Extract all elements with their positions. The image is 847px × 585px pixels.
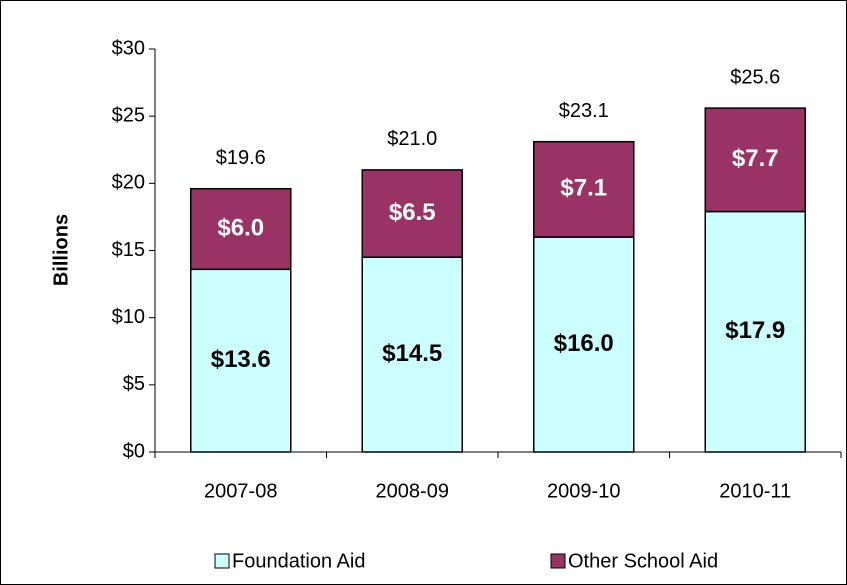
bar-segment (533, 236, 635, 453)
y-axis-title: Billions (50, 214, 72, 286)
total-label: $21.0 (387, 128, 437, 150)
x-tick-label: 2008-09 (376, 480, 449, 502)
data-label: $16.0 (554, 330, 614, 357)
data-label: $6.5 (389, 199, 436, 226)
bar-segment (190, 268, 292, 453)
y-tick-label: $25 (112, 104, 145, 126)
y-tick-label: $30 (112, 37, 145, 59)
x-tick-label: 2009-10 (547, 480, 620, 502)
data-label: $13.6 (211, 346, 271, 373)
total-label: $19.6 (216, 147, 266, 169)
total-label: $23.1 (559, 100, 609, 122)
x-tick-label: 2010-11 (719, 480, 791, 502)
data-label: $7.1 (560, 175, 607, 202)
bar-segment (361, 256, 463, 453)
bar-segment (533, 140, 635, 238)
legend-label: Other School Aid (568, 550, 718, 572)
x-tick-label: 2007-08 (204, 480, 277, 502)
y-tick-label: $15 (112, 239, 145, 261)
y-tick-label: $10 (112, 306, 145, 328)
bar-segment (361, 169, 463, 258)
legend-label: Foundation Aid (232, 550, 365, 572)
legend-swatch (550, 553, 566, 569)
bar-segment (190, 187, 292, 271)
data-label: $14.5 (382, 340, 442, 367)
data-label: $7.7 (732, 145, 779, 172)
data-label: $17.9 (725, 317, 785, 344)
y-tick-label: $5 (123, 373, 145, 395)
total-label: $25.6 (730, 66, 780, 88)
y-tick-label: $20 (112, 172, 145, 194)
bar-segment (704, 107, 806, 213)
legend-swatch (214, 553, 230, 569)
data-label: $6.0 (217, 214, 264, 241)
y-tick-label: $0 (123, 440, 145, 462)
bar-segment (704, 210, 806, 453)
